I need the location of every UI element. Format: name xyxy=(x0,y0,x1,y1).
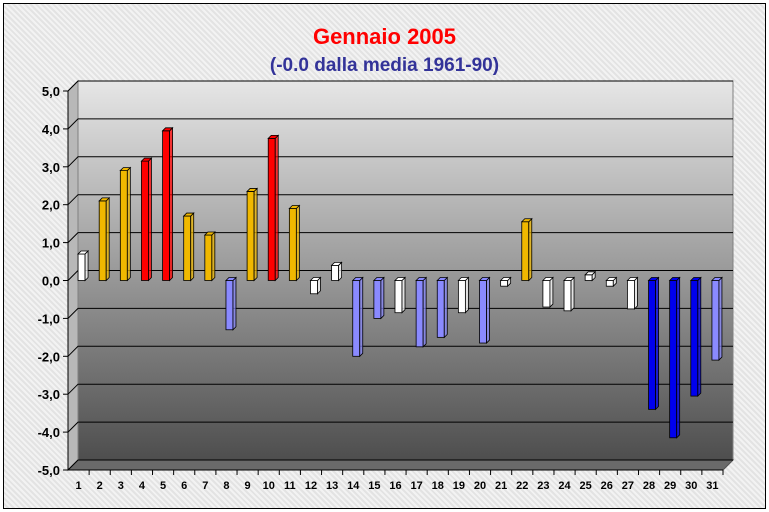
x-tick-label: 13 xyxy=(326,480,338,492)
x-tick-label: 10 xyxy=(263,480,275,492)
x-tick-label: 26 xyxy=(601,480,613,492)
x-tick-label: 7 xyxy=(202,480,208,492)
x-tick-label: 4 xyxy=(139,480,146,492)
x-tick-label: 27 xyxy=(622,480,634,492)
x-tick-label: 14 xyxy=(347,480,360,492)
bar xyxy=(478,276,491,345)
y-tick-label: -4,0 xyxy=(38,425,60,440)
bar xyxy=(541,276,554,308)
bar xyxy=(499,276,512,288)
bar xyxy=(605,276,618,288)
x-tick-label: 23 xyxy=(537,480,549,492)
x-tick-label: 19 xyxy=(453,480,465,492)
gridline xyxy=(67,194,733,206)
x-tick-label: 16 xyxy=(389,480,401,492)
gridline xyxy=(67,345,733,357)
bar xyxy=(647,276,660,411)
x-tick-label: 22 xyxy=(516,480,528,492)
bar xyxy=(330,261,343,282)
bar xyxy=(415,276,428,348)
gridline xyxy=(67,80,733,92)
chart-title: Gennaio 2005 xyxy=(312,24,457,49)
gridline xyxy=(67,383,733,395)
bar xyxy=(584,270,597,282)
bar xyxy=(710,276,723,362)
gridline xyxy=(67,307,733,319)
x-tick-label: 12 xyxy=(305,480,317,492)
x-tick-label: 31 xyxy=(706,480,718,492)
x-tick-label: 21 xyxy=(495,480,507,492)
x-tick-label: 6 xyxy=(181,480,187,492)
x-tick-label: 20 xyxy=(474,480,486,492)
bar xyxy=(626,276,639,310)
y-tick-label: -5,0 xyxy=(38,463,60,478)
bar xyxy=(563,276,575,312)
gridline xyxy=(67,421,733,433)
gridline xyxy=(67,118,733,130)
bar xyxy=(246,187,259,282)
chart-subtitle: (-0.0 dalla media 1961-90) xyxy=(269,55,500,76)
y-tick-label: 3,0 xyxy=(42,160,60,175)
bar xyxy=(225,276,237,331)
bar xyxy=(182,212,195,282)
x-tick-label: 28 xyxy=(643,480,655,492)
y-tick-label: 2,0 xyxy=(42,198,60,213)
x-tick-label: 5 xyxy=(160,480,166,492)
bar xyxy=(288,204,301,282)
x-tick-label: 2 xyxy=(97,480,103,492)
bar xyxy=(119,166,132,282)
y-tick-label: 5,0 xyxy=(42,84,60,99)
bar xyxy=(351,276,364,358)
bar xyxy=(309,276,322,295)
bar xyxy=(394,276,406,314)
x-tick-label: 18 xyxy=(432,480,444,492)
bar xyxy=(457,276,470,314)
x-tick-label: 25 xyxy=(580,480,592,492)
y-tick-label: -3,0 xyxy=(38,387,60,402)
gridline xyxy=(67,459,733,471)
gridline xyxy=(67,232,733,243)
x-tick-label: 1 xyxy=(76,480,82,492)
x-tick-label: 9 xyxy=(245,480,251,492)
y-tick-label: -2,0 xyxy=(38,349,60,364)
bar xyxy=(520,217,533,282)
bar xyxy=(267,134,280,282)
bar xyxy=(161,126,174,282)
bar xyxy=(689,276,702,398)
y-tick-label: -1,0 xyxy=(38,311,60,326)
x-tick-label: 24 xyxy=(558,480,571,492)
bar xyxy=(140,157,153,282)
y-tick-label: 0,0 xyxy=(42,274,60,289)
plot-floor xyxy=(66,459,735,471)
x-tick-label: 8 xyxy=(223,480,229,492)
bar xyxy=(77,250,90,282)
x-tick-label: 11 xyxy=(284,480,296,492)
y-tick-label: 4,0 xyxy=(42,122,60,137)
x-tick-label: 30 xyxy=(685,480,697,492)
bar xyxy=(372,276,385,320)
bar xyxy=(98,196,111,282)
bar xyxy=(668,276,681,439)
y-tick-label: 1,0 xyxy=(42,236,60,251)
gridline xyxy=(67,156,733,168)
x-tick-label: 17 xyxy=(411,480,423,492)
x-tick-label: 3 xyxy=(118,480,124,492)
x-tick-label: 29 xyxy=(664,480,676,492)
x-tick-label: 15 xyxy=(368,480,380,492)
bar xyxy=(203,231,216,282)
bar xyxy=(436,276,449,339)
